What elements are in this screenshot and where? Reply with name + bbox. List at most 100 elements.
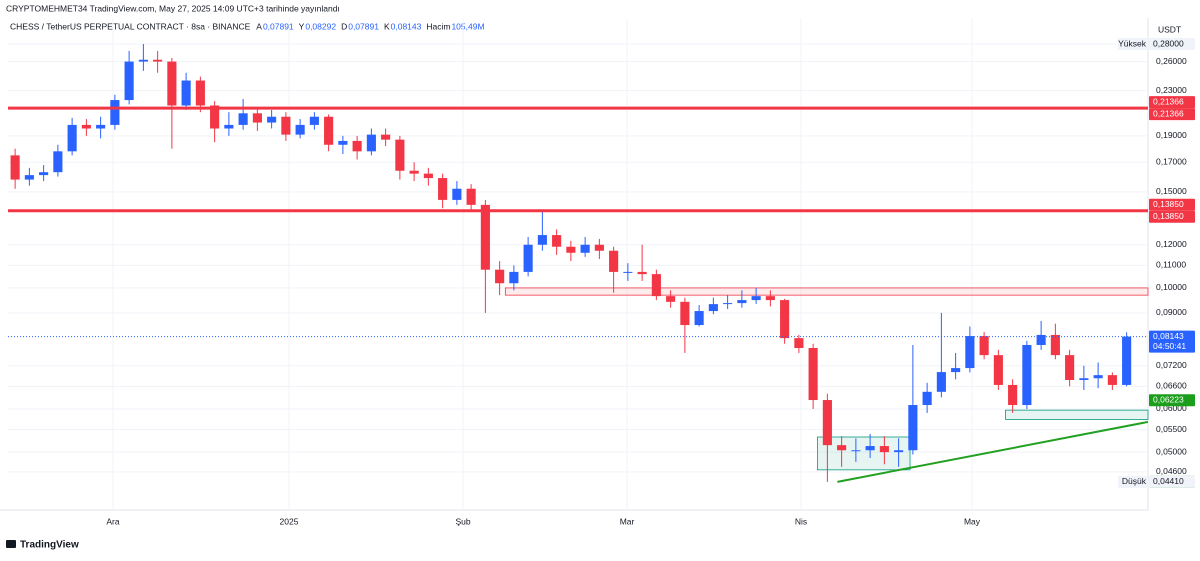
candle-body bbox=[822, 400, 832, 446]
candle-body bbox=[723, 303, 733, 305]
zone bbox=[504, 287, 1149, 296]
y-tick-label: 0,17000 bbox=[1156, 156, 1187, 166]
candle-body bbox=[124, 61, 134, 101]
candle-body bbox=[1036, 334, 1046, 345]
candle-body bbox=[851, 450, 861, 452]
ohlc-key: D bbox=[341, 21, 347, 31]
candle-body bbox=[566, 246, 576, 253]
candle-body bbox=[338, 140, 348, 145]
price-label-box bbox=[1149, 394, 1195, 407]
x-tick-label: 2025 bbox=[280, 516, 299, 526]
candle-body bbox=[737, 300, 747, 304]
candle-body bbox=[837, 445, 847, 451]
ohlc-key: Hacim bbox=[426, 21, 450, 31]
extreme-value: 0,04410 bbox=[1153, 476, 1184, 486]
y-tick-label: 0,06600 bbox=[1156, 381, 1187, 391]
extreme-tag: Düşük bbox=[1122, 476, 1147, 486]
candle-body bbox=[580, 244, 590, 253]
currency: USDT bbox=[1158, 24, 1181, 34]
level-label: 0,13850 bbox=[1153, 199, 1184, 209]
y-tick-label: 0,26000 bbox=[1156, 56, 1187, 66]
candle-body bbox=[452, 188, 462, 200]
candle-body bbox=[623, 271, 633, 273]
ohlc-value: 0,07891 bbox=[263, 21, 294, 31]
trendline bbox=[837, 420, 1149, 483]
candle-body bbox=[537, 235, 547, 245]
candle-body bbox=[1065, 355, 1075, 380]
candle-body bbox=[409, 170, 419, 174]
candle-body bbox=[765, 296, 775, 301]
candle-body bbox=[53, 151, 63, 173]
candle-body bbox=[594, 244, 604, 251]
level-label: 0,21366 bbox=[1153, 96, 1184, 106]
candle-body bbox=[751, 296, 761, 301]
candle-body bbox=[438, 178, 448, 200]
candle-body bbox=[295, 124, 305, 135]
candle-body bbox=[993, 355, 1003, 385]
candle-body bbox=[466, 188, 476, 205]
candle-body bbox=[10, 155, 20, 180]
candle-body bbox=[1107, 375, 1117, 385]
level-label: 0,13850 bbox=[1153, 211, 1184, 221]
candle-body bbox=[808, 348, 818, 401]
level-label: 0,21366 bbox=[1153, 108, 1184, 118]
x-tick-label: May bbox=[964, 516, 981, 526]
candle-body bbox=[879, 446, 889, 453]
y-tick-label: 0,07200 bbox=[1156, 360, 1187, 370]
candle-body bbox=[39, 172, 49, 176]
x-tick-label: Nis bbox=[795, 516, 807, 526]
published-note: CRYPTOMEHMET34 TradingView.com, May 27, … bbox=[6, 3, 340, 13]
candle-body bbox=[651, 274, 661, 297]
candle-body bbox=[181, 80, 191, 106]
ohlc-value: 0,08292 bbox=[305, 21, 336, 31]
y-tick-label: 0,06000 bbox=[1156, 403, 1187, 413]
candle-body bbox=[252, 113, 262, 123]
y-tick-label: 0,19000 bbox=[1156, 130, 1187, 140]
x-tick-label: Şub bbox=[455, 516, 470, 526]
candle-body bbox=[666, 296, 676, 302]
level-label-box bbox=[1149, 210, 1195, 223]
brand: TradingView bbox=[20, 540, 79, 551]
candle-body bbox=[794, 338, 804, 349]
level-label-box bbox=[1149, 198, 1195, 211]
candle-body bbox=[352, 140, 362, 152]
candle-body bbox=[153, 59, 163, 62]
logo bbox=[6, 540, 16, 548]
y-tick-label: 0,05000 bbox=[1156, 446, 1187, 456]
candle-body bbox=[67, 124, 77, 152]
candle-body bbox=[979, 336, 989, 356]
candle-body bbox=[138, 59, 148, 62]
candle-body bbox=[381, 134, 391, 140]
candle-body bbox=[210, 105, 220, 129]
price-label: 0,06223 bbox=[1153, 395, 1184, 405]
last-price-box bbox=[1149, 330, 1195, 353]
extreme-tag-box bbox=[1118, 475, 1148, 488]
y-tick-label: 0,15000 bbox=[1156, 186, 1187, 196]
y-tick-label: 0,11000 bbox=[1156, 260, 1186, 270]
candle-body bbox=[936, 372, 946, 392]
candle-body bbox=[1122, 336, 1132, 385]
candle-body bbox=[24, 175, 34, 180]
candle-body bbox=[110, 100, 120, 125]
candle-body bbox=[81, 124, 91, 129]
extreme-value: 0,28000 bbox=[1153, 38, 1184, 48]
level-label-box bbox=[1149, 96, 1195, 109]
extreme-value-box bbox=[1149, 38, 1195, 51]
zone bbox=[1005, 409, 1149, 420]
candle-body bbox=[780, 300, 790, 339]
ohlc-key: K bbox=[384, 21, 390, 31]
extreme-tag: Yüksek bbox=[1118, 38, 1147, 48]
extreme-tag-box bbox=[1118, 38, 1148, 51]
candle-body bbox=[708, 304, 718, 312]
y-tick-label: 0,23000 bbox=[1156, 85, 1187, 95]
x-tick-label: Ara bbox=[106, 516, 120, 526]
candle-body bbox=[1050, 334, 1060, 356]
candle-body bbox=[523, 244, 533, 272]
candle-body bbox=[894, 450, 904, 453]
candle-body bbox=[281, 116, 291, 135]
candle-body bbox=[637, 271, 647, 275]
candle-body bbox=[167, 61, 177, 106]
y-tick-label: 0,09000 bbox=[1156, 307, 1187, 317]
